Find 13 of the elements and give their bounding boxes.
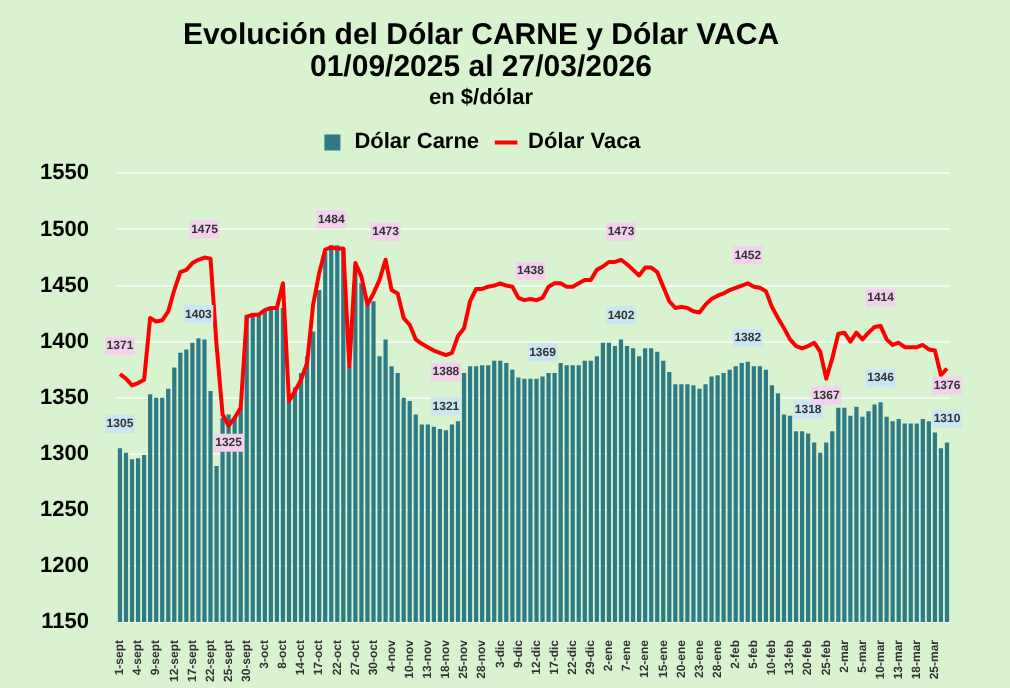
chart-subtitle: en $/dólar — [429, 86, 535, 111]
y-tick-label: 1200 — [39, 553, 89, 578]
legend-label: Dólar Vaca — [528, 130, 643, 155]
y-tick-label: 1250 — [39, 497, 89, 522]
y-tick-label: 1450 — [39, 273, 89, 298]
y-tick-label: 1150 — [41, 610, 89, 635]
legend-label: Dólar Carne — [354, 130, 480, 155]
y-tick-label: 1550 — [39, 161, 89, 186]
y-tick-label: 1350 — [39, 385, 89, 410]
y-tick-label: 1300 — [39, 441, 89, 466]
y-tick-label: 1500 — [39, 217, 89, 242]
chart-title: Evolución del Dólar CARNE y Dólar VACA 01/09/2025 al 27/03/2026 — [182, 18, 780, 84]
y-tick-label: 1400 — [39, 329, 89, 354]
